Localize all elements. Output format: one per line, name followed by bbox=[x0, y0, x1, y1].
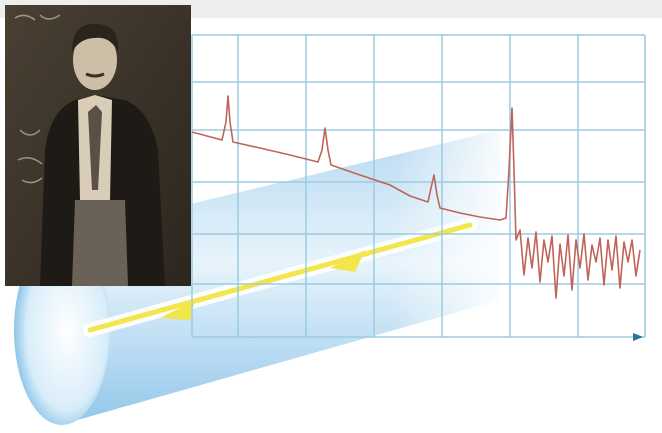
spectrum-line bbox=[191, 95, 641, 299]
photo bbox=[5, 5, 191, 286]
beam-arrow bbox=[160, 300, 195, 320]
grid bbox=[191, 34, 646, 338]
axis-arrow bbox=[633, 333, 643, 341]
beam-arrow bbox=[330, 250, 365, 272]
tie bbox=[88, 105, 102, 190]
hair bbox=[72, 23, 119, 52]
beam bbox=[87, 222, 473, 333]
face bbox=[73, 30, 117, 90]
trousers bbox=[72, 200, 128, 286]
mustache bbox=[85, 72, 105, 78]
chalk-marks bbox=[14, 14, 61, 184]
